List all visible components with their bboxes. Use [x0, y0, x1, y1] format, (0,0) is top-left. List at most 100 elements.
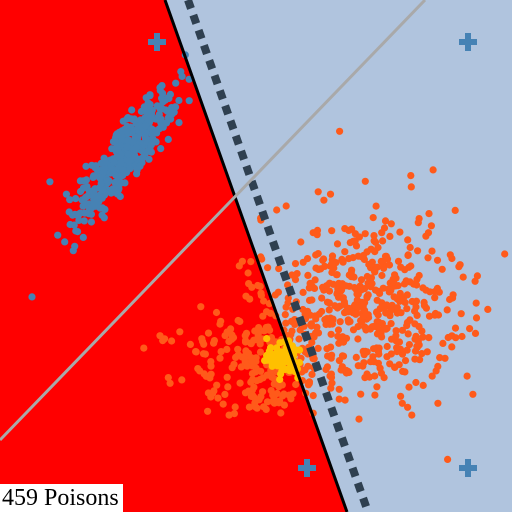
data-point [405, 330, 412, 337]
data-point [210, 387, 217, 394]
data-point [157, 145, 164, 152]
data-point [223, 346, 230, 353]
data-point [159, 337, 166, 344]
data-point [177, 68, 184, 75]
data-point [357, 391, 364, 398]
data-point [61, 238, 68, 245]
data-point [196, 367, 203, 374]
data-point [187, 341, 194, 348]
data-point [282, 311, 289, 318]
data-point [283, 202, 290, 209]
data-point [82, 163, 89, 170]
data-point [372, 239, 379, 246]
data-point [252, 368, 259, 375]
data-point [222, 332, 229, 339]
data-point [387, 287, 394, 294]
data-point [292, 260, 299, 267]
data-point [407, 244, 414, 251]
data-point [371, 268, 378, 275]
data-point [128, 106, 135, 113]
data-point [466, 325, 473, 332]
data-point [145, 156, 152, 163]
data-point [220, 401, 227, 408]
data-point [136, 163, 143, 170]
data-point [268, 374, 275, 381]
data-point [448, 332, 455, 339]
data-point [336, 386, 343, 393]
data-point [394, 304, 401, 311]
data-point [474, 272, 481, 279]
data-point [145, 99, 152, 106]
data-point [67, 221, 74, 228]
data-point [378, 229, 385, 236]
data-point [434, 257, 441, 264]
data-point [158, 82, 165, 89]
data-point [46, 178, 53, 185]
data-point [226, 412, 233, 419]
data-point [287, 395, 294, 402]
data-point [91, 199, 98, 206]
data-point [404, 236, 411, 243]
data-point [216, 355, 223, 362]
data-point [403, 277, 410, 284]
data-point [419, 284, 426, 291]
data-point [351, 301, 358, 308]
data-point [292, 276, 299, 283]
data-point [324, 299, 331, 306]
data-point [339, 280, 346, 287]
data-point [317, 265, 324, 272]
data-point [367, 283, 374, 290]
data-point [279, 365, 286, 372]
data-point [339, 295, 346, 302]
data-point [172, 80, 179, 87]
data-point [235, 351, 242, 358]
data-point [253, 377, 260, 384]
data-point [257, 349, 264, 356]
data-point [297, 326, 304, 333]
data-point [375, 311, 382, 318]
data-point [244, 363, 251, 370]
data-point [363, 294, 370, 301]
data-point [283, 304, 290, 311]
data-point [444, 456, 451, 463]
data-point [330, 281, 337, 288]
data-point [263, 308, 270, 315]
data-point [178, 376, 185, 383]
data-point [133, 170, 140, 177]
data-point [388, 320, 395, 327]
data-point [441, 355, 448, 362]
data-point [168, 337, 175, 344]
data-point [152, 129, 159, 136]
data-point [320, 197, 327, 204]
data-point [237, 380, 244, 387]
data-point [148, 149, 155, 156]
data-point [430, 166, 437, 173]
data-point [335, 326, 342, 333]
data-point [370, 214, 377, 221]
data-point [246, 296, 253, 303]
data-point [263, 406, 270, 413]
data-point [408, 412, 415, 419]
data-point [413, 298, 420, 305]
data-point [118, 179, 125, 186]
data-point [371, 323, 378, 330]
data-point [444, 306, 451, 313]
data-point [327, 191, 334, 198]
data-point [351, 284, 358, 291]
data-point [165, 136, 172, 143]
data-point [297, 238, 304, 245]
data-point [464, 373, 471, 380]
data-point [96, 174, 103, 181]
data-point [146, 92, 153, 99]
data-point [197, 303, 204, 310]
data-point [484, 306, 491, 313]
data-point [221, 391, 228, 398]
data-point [418, 350, 425, 357]
data-point [124, 143, 131, 150]
data-point [383, 353, 390, 360]
data-point [425, 229, 432, 236]
data-point [457, 261, 464, 268]
data-point [66, 196, 73, 203]
data-point [313, 229, 320, 236]
data-point [263, 335, 270, 342]
